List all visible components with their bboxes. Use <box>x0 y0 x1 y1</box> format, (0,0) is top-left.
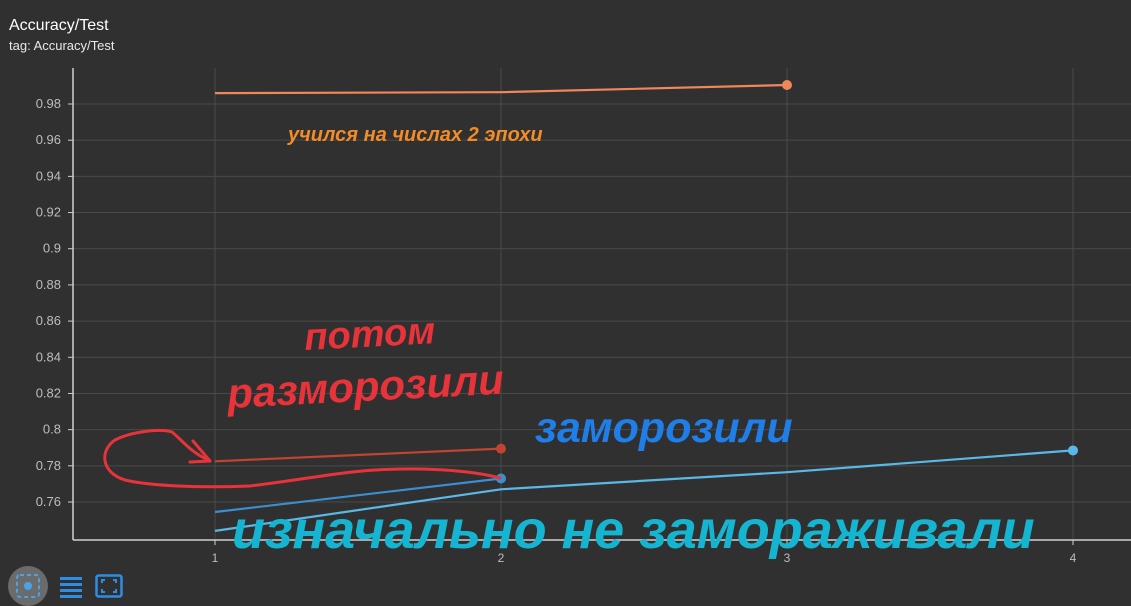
x-tick-label: 4 <box>1070 551 1077 565</box>
red-scribble-arrow <box>103 428 502 489</box>
series-endpoint-1 <box>496 443 506 454</box>
data-table-icon <box>60 577 82 598</box>
y-tick-label: 0.8 <box>43 422 61 437</box>
annotation-then: потом <box>303 310 436 359</box>
chart-tag-label: tag: Accuracy/Test <box>9 38 115 53</box>
y-tick-label: 0.94 <box>36 168 61 183</box>
expand-button[interactable] <box>94 566 124 606</box>
tick-labels: 0.76 0.78 0.8 0.82 0.84 0.86 0.88 0.9 0.92 0.94 0.… <box>36 96 1077 565</box>
y-tick-label: 0.84 <box>36 349 61 364</box>
grid-layer <box>73 68 1131 540</box>
y-tick-label: 0.98 <box>36 96 61 111</box>
annotation-trained-on-digits: учился на числах 2 эпохи <box>287 124 543 146</box>
data-table-button[interactable] <box>56 566 86 606</box>
series-line-1 <box>214 447 502 463</box>
y-tick-label: 0.9 <box>43 241 61 256</box>
x-tick-label: 1 <box>212 551 219 565</box>
series-line-2 <box>214 477 502 514</box>
y-tick-label: 0.88 <box>36 277 61 292</box>
y-tick-label: 0.92 <box>36 205 61 220</box>
annotation-unfrozen: разморозили <box>225 356 505 417</box>
annotation-frozen: заморозили <box>535 404 793 452</box>
series-line-0 <box>214 83 788 95</box>
y-tick-label: 0.96 <box>36 132 61 147</box>
y-tick-label: 0.78 <box>36 458 61 473</box>
x-tick-label: 2 <box>498 551 505 565</box>
series-layer <box>214 80 1078 532</box>
fit-domain-button[interactable] <box>8 566 48 606</box>
annotation-not-frozen: изначально не замораживали <box>232 500 1035 560</box>
y-tick-label: 0.76 <box>36 494 61 509</box>
expand-icon <box>95 574 123 598</box>
annotation-layer: учился на числах 2 эпохи потом разморози… <box>225 124 1035 560</box>
chart-toolbar <box>8 566 124 606</box>
series-line-3 <box>214 449 1074 532</box>
chart-title: Accuracy/Test <box>9 17 109 34</box>
x-tick-label: 3 <box>784 551 791 565</box>
axis-layer <box>68 68 1131 545</box>
y-tick-label: 0.86 <box>36 313 61 328</box>
series-endpoint-3 <box>1068 445 1078 456</box>
fit-domain-icon <box>16 574 40 598</box>
series-endpoint-0 <box>782 80 792 91</box>
y-tick-label: 0.82 <box>36 385 61 400</box>
